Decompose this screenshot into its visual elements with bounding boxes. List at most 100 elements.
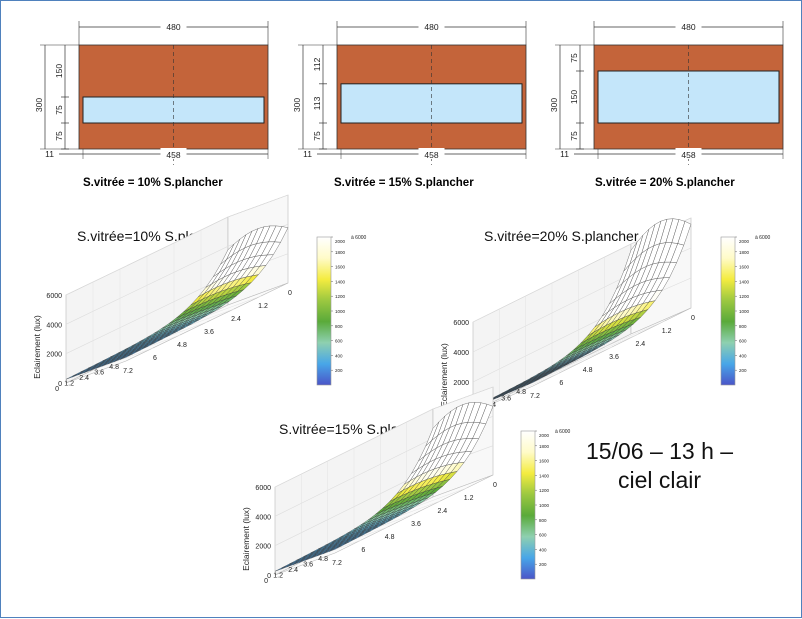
depth-tick-label: 3.6 bbox=[411, 521, 421, 528]
width-label: 480 bbox=[166, 22, 180, 32]
width-tick-label: 4.8 bbox=[109, 364, 119, 371]
colorbar-tick-label: 1400 bbox=[335, 279, 346, 284]
width-label: 480 bbox=[424, 22, 438, 32]
depth-tick-label: 1.2 bbox=[258, 303, 268, 310]
colorbar-tick-label: 1200 bbox=[335, 294, 346, 299]
z-tick-label: 2000 bbox=[255, 544, 271, 551]
width-tick-label: 1.2 bbox=[64, 381, 74, 388]
surface-cell bbox=[677, 221, 692, 246]
depth-tick-label: 0 bbox=[493, 482, 497, 489]
u-gridline bbox=[551, 283, 613, 374]
depth-tick-label: 1.2 bbox=[464, 495, 474, 502]
colorbar bbox=[720, 236, 736, 386]
depth-tick-label: 6 bbox=[153, 355, 157, 362]
colorbar-tick-label: 2000 bbox=[539, 433, 550, 438]
depth-tick-label: 6 bbox=[559, 380, 563, 387]
colorbar-tick-label: 200 bbox=[539, 562, 547, 567]
colorbar-tick-label: 2000 bbox=[335, 239, 346, 244]
colorbar-tick-label: 1600 bbox=[539, 459, 550, 464]
colorbar-tick-label: 1800 bbox=[335, 250, 346, 255]
window-width-label: 458 bbox=[424, 150, 438, 160]
width-tick-label: 3.6 bbox=[501, 396, 511, 403]
colorbar-tick-label: 600 bbox=[539, 533, 547, 538]
z-tick-label: 6000 bbox=[255, 485, 271, 492]
depth-tick-label: 7.2 bbox=[123, 368, 133, 375]
surface-cell bbox=[479, 403, 494, 425]
height-label: 300 bbox=[292, 98, 302, 112]
colorbar-tick-label: 1200 bbox=[739, 294, 750, 299]
colorbar bbox=[316, 236, 332, 386]
z-axis-label: Eclairement (lux) bbox=[241, 507, 251, 571]
label-bg bbox=[418, 148, 445, 159]
window-width-label: 458 bbox=[681, 150, 695, 160]
colorbar-tick-label: 1400 bbox=[539, 473, 550, 478]
depth-tick-label: 4.8 bbox=[385, 534, 395, 541]
u-gridline bbox=[92, 282, 154, 371]
plot-title-20: S.vitrée=20% S.plancher bbox=[484, 228, 639, 244]
facade-caption-20: S.vitrée = 20% S.plancher bbox=[595, 177, 735, 189]
colorbar-tick-label: 1600 bbox=[739, 265, 750, 270]
colorbar-tick-label: 1000 bbox=[335, 309, 346, 314]
depth-tick-label: 0 bbox=[691, 315, 695, 322]
depth-tick-label: 3.6 bbox=[609, 354, 619, 361]
z-tick-label: 6000 bbox=[453, 320, 469, 327]
colorbar-tick-label: 800 bbox=[739, 324, 747, 329]
z-tick-label: 2000 bbox=[453, 380, 469, 387]
segment-label: 75 bbox=[569, 131, 579, 141]
width-tick-label: 4.8 bbox=[318, 556, 328, 563]
label-bg bbox=[675, 148, 702, 159]
z-tick-label: 2000 bbox=[46, 352, 62, 359]
surface-cell bbox=[274, 226, 289, 243]
z-axis-label: Eclairement (lux) bbox=[439, 343, 449, 407]
surface-plot-1: 020004000600001.22.43.64.867.201.22.43.6… bbox=[439, 217, 771, 422]
depth-tick-label: 4.8 bbox=[177, 342, 187, 349]
label-bg bbox=[160, 148, 187, 159]
colorbar-tick-label: 200 bbox=[739, 368, 747, 373]
u-gridline bbox=[578, 270, 639, 361]
colorbar-top-label: à 6000 bbox=[755, 235, 771, 241]
segment-label: 113 bbox=[312, 96, 322, 110]
depth-tick-label: 0 bbox=[288, 290, 292, 297]
colorbar-tick-label: 400 bbox=[335, 353, 343, 358]
segment-label: 150 bbox=[54, 64, 64, 78]
depth-tick-label: 2.4 bbox=[437, 508, 447, 515]
depth-tick-label: 1.2 bbox=[662, 328, 672, 335]
colorbar-tick-label: 600 bbox=[739, 339, 747, 344]
depth-tick-label: 2.4 bbox=[231, 316, 241, 323]
u-gridline bbox=[525, 296, 586, 387]
label-bg bbox=[418, 21, 445, 32]
colorbar-top-label: à 6000 bbox=[555, 429, 571, 435]
margin-label: 11 bbox=[303, 149, 312, 159]
z-axis-label: Eclairement (lux) bbox=[32, 315, 42, 379]
width-tick-label: 2.4 bbox=[288, 567, 298, 574]
colorbar-tick-label: 2000 bbox=[739, 239, 750, 244]
segment-label: 112 bbox=[312, 57, 322, 71]
colorbar-tick-label: 1200 bbox=[539, 488, 550, 493]
depth-tick-label: 3.6 bbox=[204, 329, 214, 336]
margin-label: 11 bbox=[560, 149, 569, 159]
date-note-line1: 15/06 – 13 h – bbox=[586, 438, 734, 464]
facade-caption-15: S.vitrée = 15% S.plancher bbox=[334, 177, 474, 189]
width-tick-label: 0 bbox=[55, 386, 59, 393]
width-tick-label: 1.2 bbox=[273, 573, 283, 580]
segment-label: 75 bbox=[54, 131, 64, 141]
width-tick-label: 0 bbox=[264, 578, 268, 585]
margin-label: 11 bbox=[45, 149, 54, 159]
z-tick-label: 4000 bbox=[46, 322, 62, 329]
height-label: 300 bbox=[34, 98, 44, 112]
colorbar-tick-label: 1000 bbox=[539, 503, 550, 508]
colorbar-top-label: à 6000 bbox=[351, 235, 367, 241]
z-tick-label: 0 bbox=[267, 573, 271, 580]
width-tick-label: 4.8 bbox=[516, 389, 526, 396]
colorbar-tick-label: 1600 bbox=[335, 265, 346, 270]
z-tick-label: 6000 bbox=[46, 293, 62, 300]
window-width-label: 458 bbox=[166, 150, 180, 160]
colorbar-tick-label: 800 bbox=[335, 324, 343, 329]
